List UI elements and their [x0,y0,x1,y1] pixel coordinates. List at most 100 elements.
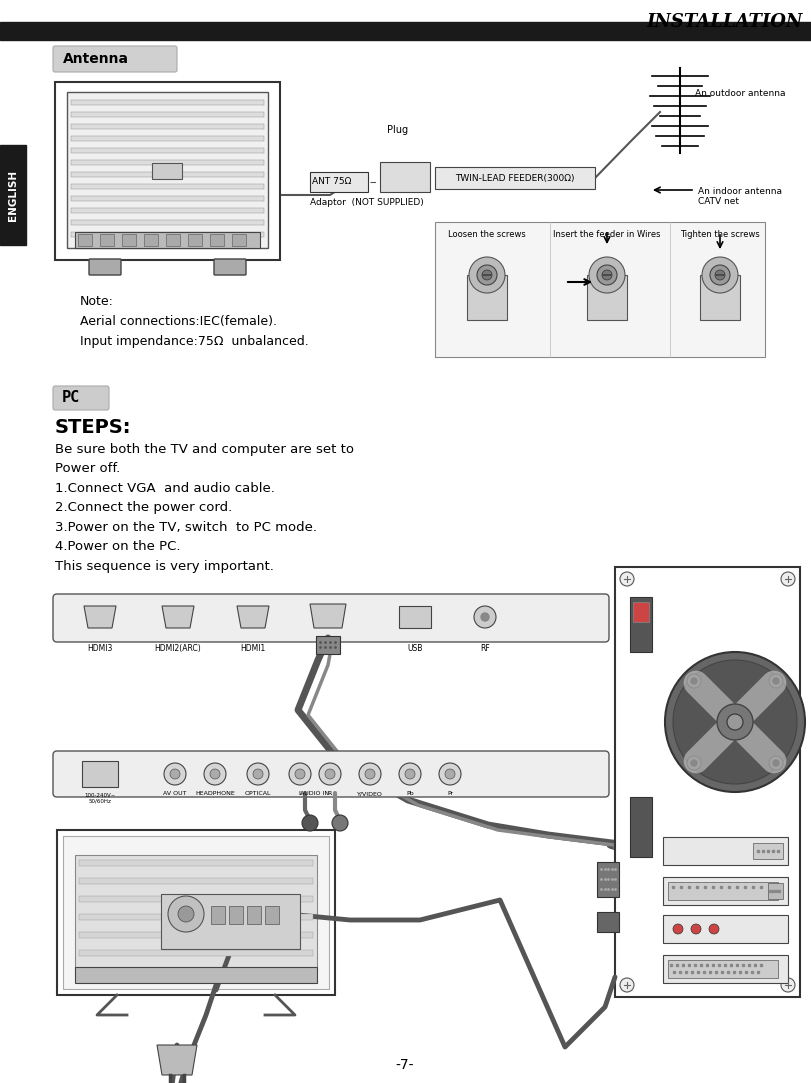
Bar [71,100,264,105]
Circle shape [481,613,489,621]
Bar [152,164,182,179]
Circle shape [469,257,505,293]
Bar [316,636,340,654]
Text: HDMI2(ARC): HDMI2(ARC) [155,644,201,653]
Bar [663,915,788,943]
Bar [700,275,740,319]
Text: -7-: -7- [396,1058,414,1072]
Circle shape [769,756,783,770]
Bar [435,222,765,357]
Bar [79,860,313,866]
Text: RF: RF [480,644,490,653]
Bar [597,912,619,932]
Bar [232,234,246,246]
Circle shape [295,769,305,779]
Polygon shape [310,604,346,628]
Circle shape [399,764,421,785]
Bar [57,830,335,995]
Circle shape [691,924,701,934]
Circle shape [727,714,743,730]
Text: STEPS:: STEPS: [55,418,131,438]
Polygon shape [237,606,269,628]
Text: Y/VIDEO: Y/VIDEO [357,791,383,796]
Bar [79,896,313,902]
Circle shape [710,265,730,285]
Bar [144,234,158,246]
Circle shape [289,764,311,785]
FancyBboxPatch shape [214,259,246,275]
Bar [79,950,313,956]
Text: AV OUT: AV OUT [163,791,187,796]
Circle shape [164,764,186,785]
Bar [229,906,243,924]
Text: USB: USB [407,644,423,653]
Circle shape [178,906,194,922]
Bar [78,234,92,246]
Text: Tighten the screws: Tighten the screws [680,230,760,239]
Bar [161,893,300,949]
Circle shape [620,572,634,586]
Bar [211,906,225,924]
Circle shape [702,257,738,293]
Circle shape [773,678,779,684]
Text: TWIN-LEAD FEEDER(300Ω): TWIN-LEAD FEEDER(300Ω) [455,173,575,183]
Text: OPTICAL: OPTICAL [245,791,271,796]
FancyBboxPatch shape [53,45,177,71]
Bar [630,597,652,652]
Circle shape [673,924,683,934]
Circle shape [170,769,180,779]
Circle shape [673,660,797,784]
Text: INSTALLATION: INSTALLATION [646,13,803,31]
Circle shape [332,815,348,831]
Bar [75,854,317,970]
Circle shape [474,606,496,628]
Text: An outdoor antenna: An outdoor antenna [695,89,786,97]
Bar [753,843,783,859]
Bar [768,883,783,899]
Text: PC: PC [62,391,80,405]
Text: HDMI1: HDMI1 [240,644,266,653]
Text: ENGLISH: ENGLISH [8,169,18,221]
Circle shape [589,257,625,293]
Bar [79,932,313,938]
Circle shape [687,756,701,770]
Bar [71,208,264,213]
Text: R: R [328,791,333,796]
Text: Pb: Pb [406,791,414,796]
Circle shape [709,924,719,934]
Bar [79,878,313,884]
Text: VGA: VGA [320,644,337,653]
Circle shape [781,572,795,586]
Circle shape [359,764,381,785]
Bar [467,275,507,319]
Circle shape [687,674,701,688]
Circle shape [691,760,697,766]
Bar [166,234,180,246]
Bar [380,162,430,192]
FancyBboxPatch shape [53,751,609,797]
Bar [630,797,652,857]
Bar [67,92,268,248]
Text: L: L [298,791,302,796]
Circle shape [597,265,617,285]
FancyBboxPatch shape [53,386,109,410]
Circle shape [168,896,204,932]
Bar [71,123,264,129]
Text: An indoor antenna
CATV net: An indoor antenna CATV net [698,187,782,207]
Bar [122,234,136,246]
Bar [71,232,264,237]
Bar [435,167,595,190]
Circle shape [602,270,612,280]
Text: HEADPHONE: HEADPHONE [195,791,235,796]
Bar [0,145,26,245]
FancyBboxPatch shape [53,593,609,642]
Bar [663,837,788,865]
Circle shape [781,978,795,992]
Text: Loosen the screws: Loosen the screws [448,230,526,239]
Circle shape [405,769,415,779]
Bar [663,955,788,983]
Polygon shape [157,1045,197,1075]
Circle shape [769,674,783,688]
Text: AUDIO IN: AUDIO IN [300,791,329,796]
Bar [71,136,264,141]
